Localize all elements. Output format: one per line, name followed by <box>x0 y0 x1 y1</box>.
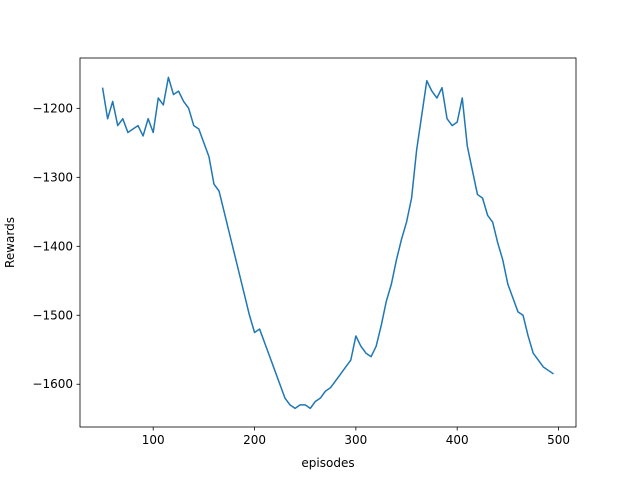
data-line <box>101 76 554 410</box>
y-tick-label: −1400 <box>32 239 73 253</box>
y-tick-label: −1500 <box>32 308 73 322</box>
x-tick-label: 400 <box>446 433 469 447</box>
y-axis-label: Rewards <box>3 217 17 268</box>
x-tick-label: 100 <box>142 433 165 447</box>
y-tick-label: −1200 <box>32 101 73 115</box>
y-tick-label: −1600 <box>32 377 73 391</box>
x-axis-label: episodes <box>301 456 354 470</box>
x-tick-label: 200 <box>243 433 266 447</box>
y-tick-label: −1300 <box>32 170 73 184</box>
x-tick-label: 300 <box>344 433 367 447</box>
plot-frame <box>79 57 577 428</box>
x-tick-label: 500 <box>547 433 570 447</box>
